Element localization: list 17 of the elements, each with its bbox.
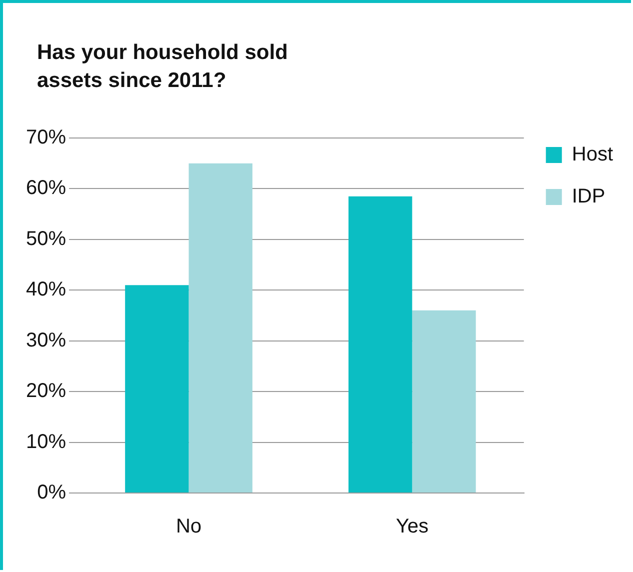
x-tick-label: No [176, 516, 202, 538]
y-tick-label: 0% [37, 482, 66, 504]
legend-label: IDP [572, 186, 606, 208]
chart-title: Has your household sold assets since 2011? [37, 40, 289, 94]
y-tick-label: 20% [26, 380, 66, 402]
legend-label: Host [572, 144, 614, 166]
y-tick-label: 30% [26, 329, 66, 352]
y-tick-label: 50% [26, 228, 66, 250]
y-tick-label: 10% [26, 430, 66, 453]
y-tick-label: 40% [26, 278, 66, 301]
y-tick-label: 70% [26, 126, 66, 149]
bar [348, 196, 412, 492]
bar [125, 285, 189, 492]
y-tick-label: 60% [26, 177, 66, 200]
bar [412, 310, 476, 492]
x-tick-label: Yes [396, 516, 428, 538]
bar [188, 163, 252, 492]
